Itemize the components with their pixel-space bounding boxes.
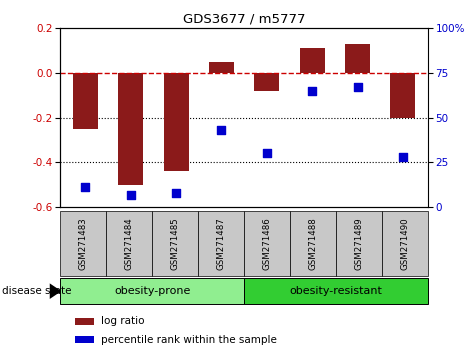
Text: obesity-resistant: obesity-resistant (290, 286, 382, 296)
Text: GSM271489: GSM271489 (354, 217, 364, 270)
Text: GSM271483: GSM271483 (79, 217, 88, 270)
Text: obesity-prone: obesity-prone (114, 286, 191, 296)
Bar (254, 73, 279, 91)
Point (399, 154, 406, 160)
Text: log ratio: log ratio (101, 316, 144, 326)
Text: GSM271488: GSM271488 (308, 217, 318, 270)
Point (308, 88, 316, 94)
Text: percentile rank within the sample: percentile rank within the sample (101, 335, 277, 344)
Bar (73, 73, 98, 129)
Text: GSM271487: GSM271487 (217, 217, 226, 270)
Title: GDS3677 / m5777: GDS3677 / m5777 (183, 13, 306, 26)
Text: GSM271490: GSM271490 (400, 217, 409, 270)
Text: GSM271486: GSM271486 (263, 217, 272, 270)
Point (127, 192, 134, 198)
Bar (345, 44, 370, 73)
Text: GSM271484: GSM271484 (125, 217, 134, 270)
Point (263, 151, 271, 156)
Bar (118, 73, 143, 185)
Point (82, 184, 89, 190)
Bar (75, 318, 93, 325)
Point (218, 127, 225, 133)
Point (354, 85, 361, 90)
Bar (75, 336, 93, 343)
Bar (164, 73, 189, 171)
Bar (209, 62, 234, 73)
Point (173, 190, 180, 196)
Bar (299, 48, 325, 73)
Polygon shape (50, 283, 61, 299)
Text: GSM271485: GSM271485 (171, 217, 180, 270)
Bar (391, 73, 415, 118)
Text: disease state: disease state (2, 286, 72, 296)
